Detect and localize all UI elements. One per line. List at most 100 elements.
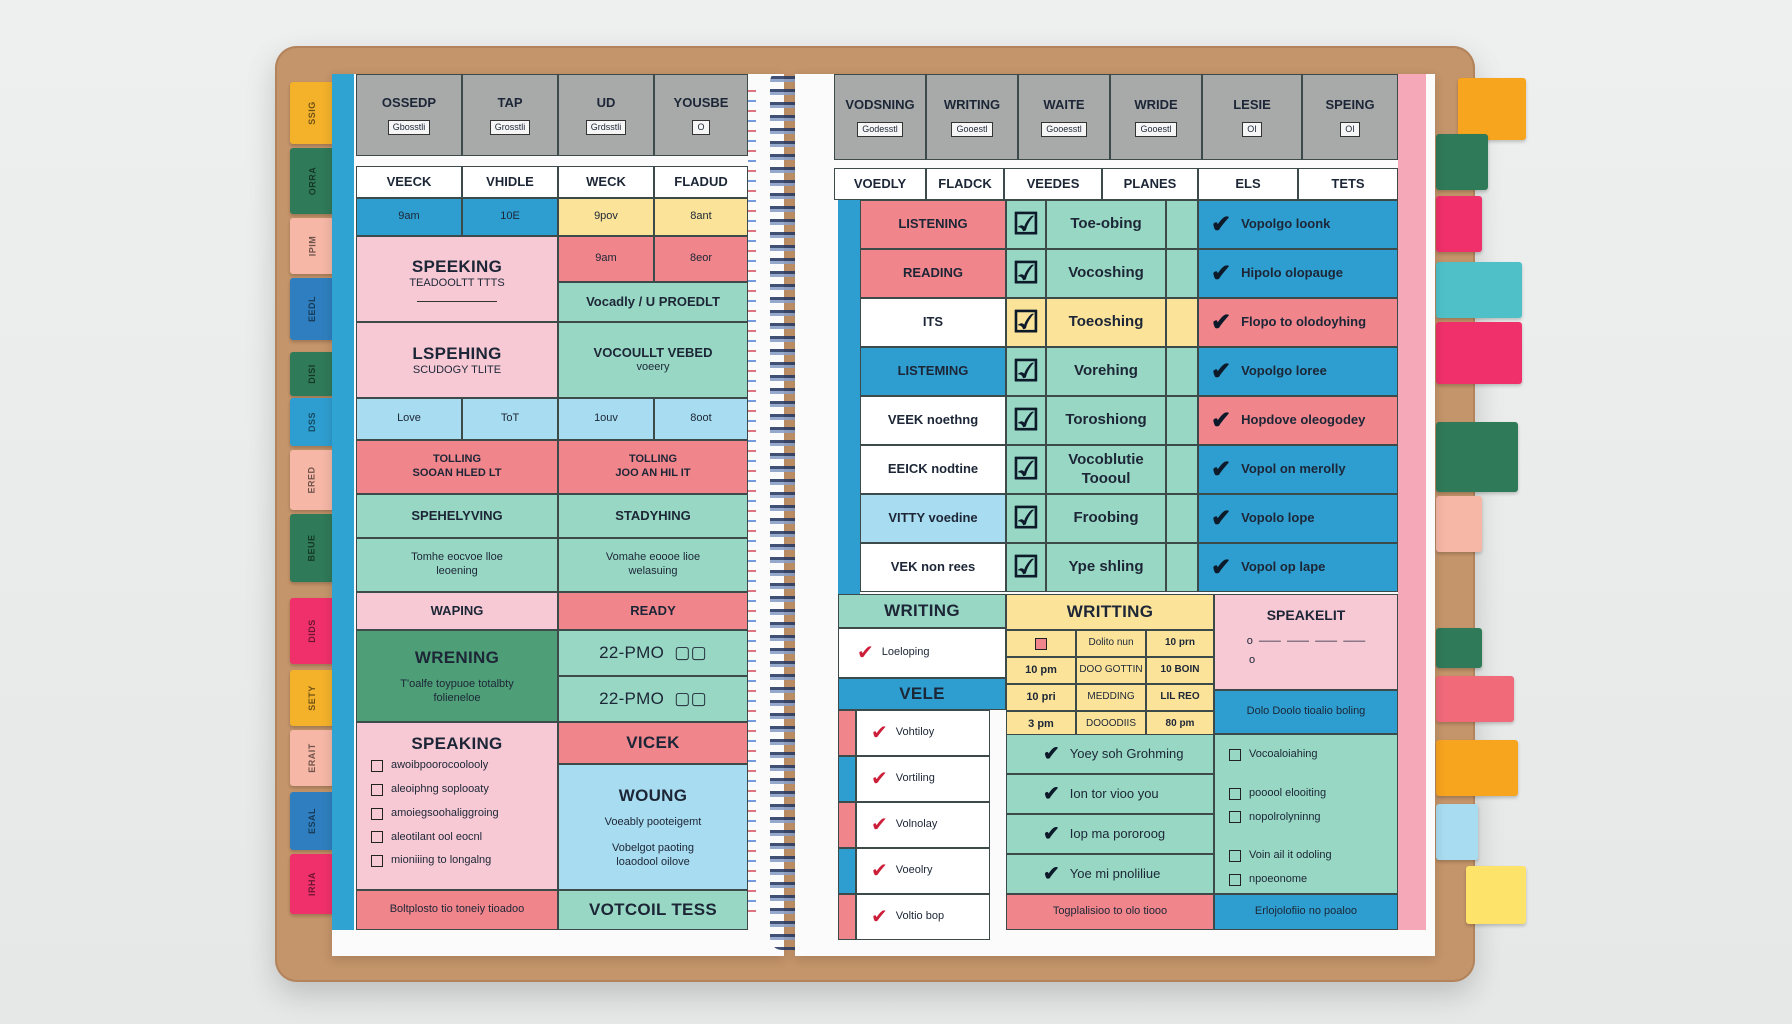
- tab-divider[interactable]: BEUE: [290, 514, 334, 582]
- goal-cell[interactable]: ✔ Vopol op lape: [1198, 543, 1398, 592]
- row-label: VITTY voedine: [860, 494, 1006, 543]
- tab-divider[interactable]: [1436, 262, 1522, 318]
- goal-cell[interactable]: ✔ Vopolgo loonk: [1198, 200, 1398, 249]
- tab-divider[interactable]: [1436, 628, 1482, 668]
- checkmark-icon: ☑: [1012, 550, 1040, 584]
- header-cell: WAITE Gooesstl: [1018, 74, 1110, 160]
- checkbox[interactable]: [1229, 811, 1241, 824]
- tab-divider[interactable]: DIDS: [290, 598, 334, 664]
- tab-divider[interactable]: [1458, 78, 1526, 140]
- time-cell: 22-PMO ▢▢: [558, 676, 748, 722]
- checkmark-cell[interactable]: ☑: [1006, 347, 1046, 396]
- checkbox[interactable]: [371, 855, 383, 868]
- tab-divider[interactable]: [1436, 422, 1518, 492]
- checkmark-icon: ✔: [1211, 308, 1232, 336]
- time-cell: Love: [356, 398, 462, 440]
- speaking-block: SPEAKELIT o —— —— —— —— o: [1214, 594, 1398, 690]
- check-item[interactable]: ✔ Ion tor vioo you: [1006, 774, 1214, 814]
- tab-divider[interactable]: [1436, 322, 1522, 384]
- task-cell: Vocoshing: [1046, 249, 1166, 298]
- tab-divider[interactable]: SSIG: [290, 82, 334, 144]
- task-cell: Vocoblutie Toooul: [1046, 445, 1166, 494]
- speaking-block: LSPEHING SCUDOGY TLITE: [356, 322, 558, 398]
- schedule-time: 10 prn: [1146, 630, 1214, 657]
- goal-cell[interactable]: ✔ Vopol on merolly: [1198, 445, 1398, 494]
- tab-divider[interactable]: ERAIT: [290, 730, 334, 786]
- checkmark-cell[interactable]: ☑: [1006, 200, 1046, 249]
- checkmark-icon: ✔: [1211, 357, 1232, 385]
- checkbox[interactable]: [1035, 637, 1047, 650]
- goal-cell[interactable]: ✔ Vopolgo loree: [1198, 347, 1398, 396]
- time-cell: 10E: [462, 198, 558, 236]
- spacer-cell: [1166, 298, 1198, 347]
- schedule-item: Dolito nun: [1076, 630, 1146, 657]
- tab-divider[interactable]: ORRA: [290, 148, 334, 214]
- speaking-checklist: SPEAKING awoibpoorocoolooly aleoiphng so…: [356, 722, 558, 890]
- check-item[interactable]: ✔ Yoe mi pnoliliue: [1006, 854, 1214, 894]
- check-item[interactable]: ✔ Yoey soh Grohming: [1006, 734, 1214, 774]
- spacer-cell: [1166, 543, 1198, 592]
- tab-divider[interactable]: [1436, 676, 1514, 722]
- tab-divider[interactable]: IRHA: [290, 854, 334, 914]
- row-label: READING: [860, 249, 1006, 298]
- checkmark-icon: ✔: [871, 721, 888, 744]
- checkbox[interactable]: [371, 783, 383, 796]
- tab-divider[interactable]: IPIM: [290, 218, 334, 274]
- tab-divider[interactable]: DISI: [290, 352, 334, 396]
- row-marker: [838, 710, 856, 756]
- tab-divider[interactable]: [1436, 496, 1482, 552]
- list-item: ✔ Vohtiloy: [856, 710, 990, 756]
- label-cell: VHIDLE: [462, 166, 558, 198]
- tab-divider[interactable]: SETY: [290, 670, 334, 726]
- checkmark-cell[interactable]: ☑: [1006, 543, 1046, 592]
- checkbox[interactable]: [1229, 748, 1241, 761]
- checkmark-icon: ✔: [1043, 863, 1060, 885]
- checkmark-cell[interactable]: ☑: [1006, 249, 1046, 298]
- subject-cell: SPEHELYVING: [356, 494, 558, 538]
- goal-cell[interactable]: ✔ Flopo to olodoyhing: [1198, 298, 1398, 347]
- checkbox[interactable]: [371, 760, 383, 773]
- tab-divider[interactable]: [1436, 134, 1488, 190]
- header-cell: YOUSBE O: [654, 74, 748, 156]
- time-cell: 1ouv: [558, 398, 654, 440]
- time-cell: 22-PMO ▢▢: [558, 630, 748, 676]
- label-cell: WECK: [558, 166, 654, 198]
- checkmark-icon: ✔: [1211, 406, 1232, 434]
- footer-cell: Togplalisioo to olo tiooo: [1006, 894, 1214, 930]
- checkmark-cell[interactable]: ☑: [1006, 396, 1046, 445]
- checkbox[interactable]: [371, 807, 383, 820]
- checkmark-icon: ✔: [1211, 259, 1232, 287]
- tab-divider[interactable]: DSS: [290, 398, 334, 446]
- checkbox[interactable]: [371, 831, 383, 844]
- checkmark-cell[interactable]: ☑: [1006, 445, 1046, 494]
- tab-divider[interactable]: ERED: [290, 450, 334, 510]
- writing-block: WRENING T'oalfe toypuoe totalbty foliene…: [356, 630, 558, 722]
- goal-cell[interactable]: ✔ Hipolo olopauge: [1198, 249, 1398, 298]
- tab-divider[interactable]: ESAL: [290, 792, 334, 850]
- checkbox[interactable]: [1229, 787, 1241, 800]
- goal-cell[interactable]: ✔ Vopolo lope: [1198, 494, 1398, 543]
- checkmark-icon: ✔: [1043, 743, 1060, 765]
- checkbox[interactable]: [1229, 873, 1241, 886]
- tab-divider[interactable]: [1436, 196, 1482, 252]
- tab-divider[interactable]: EEDL: [290, 278, 334, 340]
- header-cell: WRITING Gooestl: [926, 74, 1018, 160]
- tab-divider[interactable]: [1466, 866, 1526, 924]
- checkmark-icon: ✔: [871, 905, 888, 928]
- label-cell: FLADCK: [926, 168, 1004, 200]
- time-cell: 8eor: [654, 236, 748, 282]
- subject-cell: VICEK: [558, 722, 748, 764]
- check-item[interactable]: ✔ Iop ma pororoog: [1006, 814, 1214, 854]
- checkmark-icon: ☑: [1012, 256, 1040, 290]
- tab-divider[interactable]: [1436, 804, 1478, 860]
- goal-cell[interactable]: ✔ Hopdove oleogodey: [1198, 396, 1398, 445]
- checkbox[interactable]: [1229, 850, 1241, 863]
- section-title: VELE: [838, 678, 1006, 710]
- tab-divider[interactable]: [1436, 740, 1518, 796]
- schedule-time: 3 pm: [1006, 711, 1076, 738]
- spacer-cell: [1166, 494, 1198, 543]
- label-cell: ELS: [1198, 168, 1298, 200]
- checkmark-cell[interactable]: ☑: [1006, 494, 1046, 543]
- header-cell: WRIDE Gooestl: [1110, 74, 1202, 160]
- checkmark-cell[interactable]: ☑: [1006, 298, 1046, 347]
